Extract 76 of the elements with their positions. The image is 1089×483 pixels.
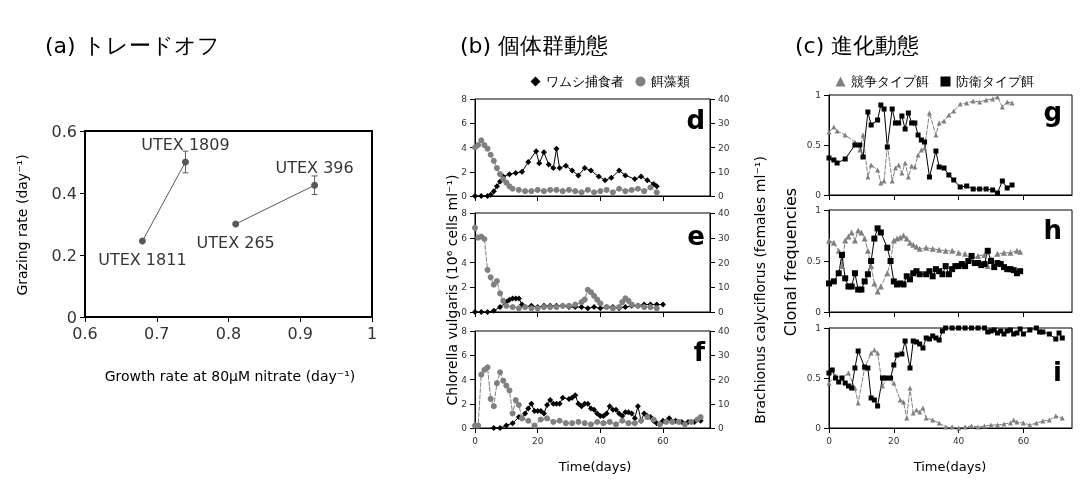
y-tick-label: 4 — [461, 257, 468, 268]
x-axis-title: Growth rate at 80μM nitrate (day⁻¹) — [104, 368, 356, 384]
y2-tick-label: 20 — [718, 257, 730, 268]
chart-title: (c) 進化動態 — [795, 32, 920, 58]
y-tick-label: 6 — [461, 350, 468, 361]
annotation: UTEX 396 — [275, 157, 354, 177]
y-tick-label: 8 — [461, 208, 468, 218]
y-tick-label: 4 — [461, 142, 468, 153]
y-tick-label: 4 — [461, 374, 468, 385]
y-tick-label: 0.5 — [806, 140, 821, 150]
x-tick-label: 0 — [472, 435, 479, 446]
y-tick-label: 0.5 — [806, 373, 821, 383]
x-tick-label: 40 — [594, 435, 607, 446]
legend-label: 餌藻類 — [650, 74, 690, 89]
x-tick-label: 1 — [366, 323, 378, 343]
y-tick-label: 0 — [461, 307, 468, 317]
y-axis-title: Chlorella vulgaris (10⁶ cells ml⁻¹) — [444, 174, 460, 406]
y-tick-label: 2 — [461, 282, 467, 293]
annotation: h — [1043, 215, 1062, 245]
y2-tick-label: 40 — [718, 208, 730, 218]
annotation: d — [686, 105, 705, 135]
y-tick-label: 0.4 — [51, 183, 77, 203]
legend-label: 競争タイプ餌 — [850, 74, 929, 89]
y2-tick-label: 10 — [718, 282, 730, 293]
y-tick-label: 8 — [461, 326, 468, 336]
x-tick-label: 0 — [826, 435, 833, 446]
y2-tick-label: 10 — [718, 166, 730, 177]
y-tick-label: 6 — [461, 118, 468, 129]
y-tick-label: 1 — [815, 205, 821, 215]
y2-tick-label: 0 — [718, 191, 724, 201]
annotation: i — [1053, 357, 1062, 387]
x-tick-label: 20 — [888, 435, 900, 446]
annotation: g — [1043, 97, 1062, 127]
y2-tick-label: 30 — [718, 118, 730, 129]
y2-tick-label: 0 — [718, 307, 724, 317]
x-tick-label: 0.7 — [144, 323, 170, 343]
x-tick-label: 60 — [1017, 435, 1030, 446]
x-tick-label: 20 — [531, 435, 544, 446]
x-tick-label: 0.8 — [215, 323, 242, 343]
annotation: UTEX 1811 — [98, 249, 187, 269]
x-axis-title: Time(days) — [557, 458, 632, 474]
y-tick-label: 2 — [461, 398, 467, 409]
y-tick-label: 0 — [815, 190, 822, 200]
legend-label: 防衛タイプ餌 — [955, 74, 1034, 89]
y-tick-label: 0.6 — [51, 121, 77, 141]
y2-tick-label: 10 — [718, 398, 730, 409]
y-axis-title: Clonal frequencies — [780, 187, 800, 337]
y-tick-label: 8 — [461, 94, 468, 104]
annotation: UTEX 265 — [196, 232, 275, 252]
x-tick-label: 0.9 — [287, 323, 313, 343]
y2-tick-label: 30 — [718, 350, 730, 361]
y-tick-label: 0 — [461, 423, 468, 433]
x-tick-label: 40 — [952, 435, 965, 446]
annotation: f — [693, 337, 706, 367]
y2-tick-label: 40 — [718, 94, 730, 104]
chart-title: (a) トレードオフ — [45, 32, 220, 58]
y-tick-label: 0.2 — [51, 245, 77, 265]
annotation: UTEX 1809 — [141, 134, 230, 154]
legend-label: ワムシ捕食者 — [545, 74, 624, 89]
y-tick-label: 2 — [461, 166, 467, 177]
y2-tick-label: 20 — [718, 374, 730, 385]
y-tick-label: 0 — [815, 423, 822, 433]
y2-tick-label: 0 — [718, 423, 724, 433]
y-axis-title: Grazing rate (day⁻¹) — [14, 154, 30, 296]
y-tick-label: 0 — [461, 191, 468, 201]
annotation: e — [687, 221, 705, 251]
y-tick-label: 0.5 — [806, 256, 821, 266]
y-tick-label: 0 — [815, 307, 822, 317]
chart-title: (b) 個体群動態 — [460, 32, 609, 58]
y2-tick-label: 30 — [718, 232, 730, 243]
x-axis-title: Time(days) — [912, 458, 987, 474]
y2-tick-label: 20 — [718, 142, 730, 153]
y-tick-label: 1 — [815, 90, 821, 100]
y2-axis-title: Brachionus calyciflorus (females ml⁻¹) — [752, 156, 768, 424]
x-tick-label: 60 — [657, 435, 669, 446]
y-tick-label: 6 — [461, 232, 468, 243]
